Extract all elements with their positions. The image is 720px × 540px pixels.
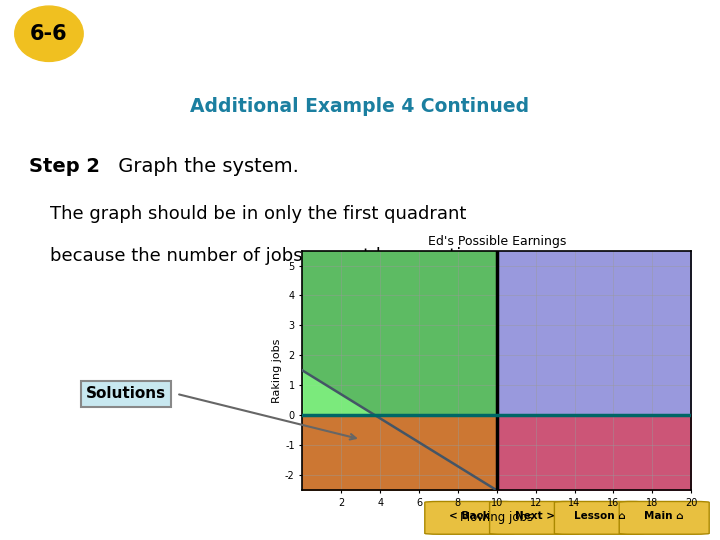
Text: Step 2: Step 2 (29, 158, 100, 177)
FancyBboxPatch shape (425, 502, 515, 534)
Text: Lesson ⌂: Lesson ⌂ (574, 511, 625, 521)
Text: Additional Example 4 Continued: Additional Example 4 Continued (190, 98, 530, 117)
Text: The graph should be in only the first quadrant: The graph should be in only the first qu… (50, 205, 467, 222)
Text: Graph the system.: Graph the system. (112, 158, 299, 177)
Text: < Back: < Back (449, 511, 490, 521)
FancyBboxPatch shape (490, 502, 580, 534)
Y-axis label: Raking jobs: Raking jobs (272, 338, 282, 403)
FancyBboxPatch shape (619, 502, 709, 534)
FancyBboxPatch shape (554, 502, 644, 534)
Ellipse shape (14, 6, 84, 62)
Text: 6-6: 6-6 (30, 24, 68, 44)
Text: © HOLT McDOUGAL. All Rights Reserved: © HOLT McDOUGAL. All Rights Reserved (11, 511, 221, 521)
X-axis label: Mowing jobs: Mowing jobs (460, 511, 534, 524)
Text: Solutions: Solutions (86, 386, 166, 401)
Text: Main ⌂: Main ⌂ (644, 511, 684, 521)
Text: Solving Systems of Linear Inequalities: Solving Systems of Linear Inequalities (104, 24, 586, 44)
Title: Ed's Possible Earnings: Ed's Possible Earnings (428, 235, 566, 248)
Text: because the number of jobs cannot be negative.: because the number of jobs cannot be neg… (50, 247, 490, 265)
Text: Next >: Next > (515, 511, 554, 521)
